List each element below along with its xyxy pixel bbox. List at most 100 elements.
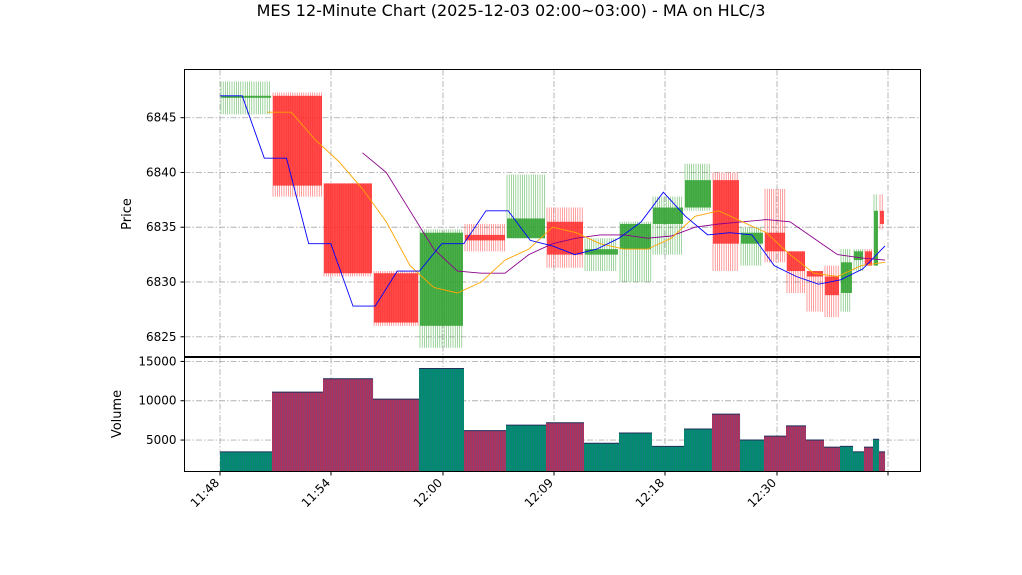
- volume-axis-label: Volume: [110, 390, 125, 438]
- price-axis-label: Price: [120, 198, 135, 230]
- volume-bar: [506, 424, 546, 472]
- volume-bar-fill: [506, 425, 546, 472]
- candle: [506, 174, 545, 239]
- candle-body: [221, 95, 271, 98]
- candle-body: [880, 210, 884, 224]
- volume-bar-fill: [323, 378, 373, 472]
- volume-bar-fill: [419, 368, 464, 472]
- volume-tick-label: 15000: [138, 354, 176, 368]
- ma-mid-line: [267, 111, 886, 294]
- price-moving-averages: [220, 95, 886, 307]
- candle: [873, 194, 878, 266]
- volume-bar: [584, 442, 619, 472]
- candle: [879, 194, 884, 230]
- volume-tick-label: 10000: [138, 394, 176, 408]
- candle-body: [420, 232, 463, 326]
- volume-bar-fill: [652, 446, 684, 472]
- candle-body: [653, 207, 683, 224]
- price-tick-label: 6840: [146, 165, 177, 179]
- volume-bar: [652, 445, 684, 472]
- ma-fast-line: [220, 95, 886, 307]
- candle-body: [465, 234, 505, 241]
- candle: [584, 238, 618, 272]
- volume-y-ticks: 5000 10000 15000: [138, 354, 185, 447]
- price-y-ticks: 6825 6830 6835 6840 6845: [146, 111, 185, 344]
- candle-body: [374, 273, 418, 323]
- candle: [619, 221, 652, 283]
- ma-slow-line: [362, 152, 886, 274]
- candle-body: [685, 180, 711, 208]
- candle-body: [273, 95, 322, 186]
- volume-bar: [864, 446, 873, 472]
- volume-bar: [419, 368, 464, 472]
- volume-bar: [546, 422, 584, 472]
- volume-bar: [684, 428, 713, 472]
- volume-bar: [272, 391, 323, 472]
- candle: [373, 271, 419, 326]
- volume-bar-fill: [220, 451, 272, 472]
- volume-bar: [879, 451, 886, 472]
- volume-panel: 5000 10000 15000 Volume: [110, 354, 921, 472]
- volume-bar: [740, 439, 764, 472]
- volume-tick-label: 5000: [146, 433, 177, 447]
- x-tick-label: 12:09: [522, 476, 556, 510]
- candle: [652, 196, 683, 255]
- price-tick-label: 6830: [146, 275, 177, 289]
- candle-body: [585, 249, 618, 255]
- price-candles: [220, 81, 884, 348]
- candle: [323, 183, 372, 277]
- volume-bar-fill: [712, 414, 740, 472]
- volume-bar: [220, 451, 272, 472]
- candle-body: [765, 232, 785, 252]
- candle-body: [841, 262, 852, 293]
- candle-body: [324, 183, 372, 274]
- volume-bar: [853, 451, 864, 472]
- candle: [220, 81, 271, 115]
- volume-panel-frame: [184, 357, 921, 472]
- candle: [684, 163, 711, 211]
- volume-bar-fill: [786, 425, 806, 472]
- volume-bar: [806, 439, 824, 472]
- volume-bar: [373, 398, 419, 472]
- price-tick-label: 6825: [146, 330, 177, 344]
- x-tick-label: 12:18: [633, 476, 667, 510]
- candle: [824, 265, 839, 318]
- candle: [272, 92, 322, 197]
- volume-bar-fill: [879, 451, 885, 472]
- volume-bar-fill: [864, 447, 873, 472]
- volume-bar: [840, 445, 853, 472]
- candle: [853, 249, 864, 272]
- volume-bar-fill: [464, 430, 506, 472]
- candle: [464, 223, 505, 252]
- x-tick-label: 12:30: [745, 476, 779, 510]
- candle-body: [825, 276, 839, 296]
- volume-bar-fill: [764, 436, 786, 472]
- candle-body: [507, 218, 545, 239]
- volume-bar-fill: [740, 440, 764, 472]
- volume-bar: [764, 435, 786, 472]
- time-x-axis: 11:48 11:54 12:00 12:09 12:18 12:30: [188, 471, 889, 510]
- volume-bar: [323, 378, 374, 472]
- volume-bar-fill: [873, 439, 879, 472]
- volume-bars: [220, 368, 886, 472]
- volume-bar: [824, 446, 840, 472]
- volume-bar-fill: [684, 429, 712, 472]
- candle: [764, 188, 786, 263]
- x-tick-label: 11:48: [188, 476, 222, 510]
- candle-body: [741, 232, 763, 244]
- price-tick-label: 6835: [146, 220, 177, 234]
- volume-bar: [712, 413, 741, 472]
- volume-bar-fill: [853, 451, 864, 472]
- x-tick-label: 11:54: [299, 476, 333, 510]
- candle: [419, 229, 463, 348]
- volume-bar-fill: [584, 443, 619, 472]
- volume-bar-fill: [619, 432, 652, 472]
- x-tick-label: 12:00: [411, 476, 445, 510]
- volume-bar: [786, 425, 806, 472]
- candle: [712, 172, 739, 272]
- volume-bar: [464, 430, 506, 472]
- volume-bar-fill: [840, 446, 853, 472]
- price-panel-frame: [184, 69, 921, 357]
